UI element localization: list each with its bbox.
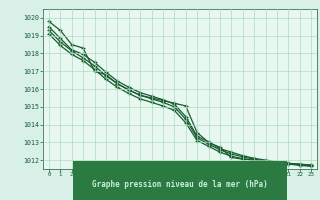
- X-axis label: Graphe pression niveau de la mer (hPa): Graphe pression niveau de la mer (hPa): [92, 180, 268, 189]
